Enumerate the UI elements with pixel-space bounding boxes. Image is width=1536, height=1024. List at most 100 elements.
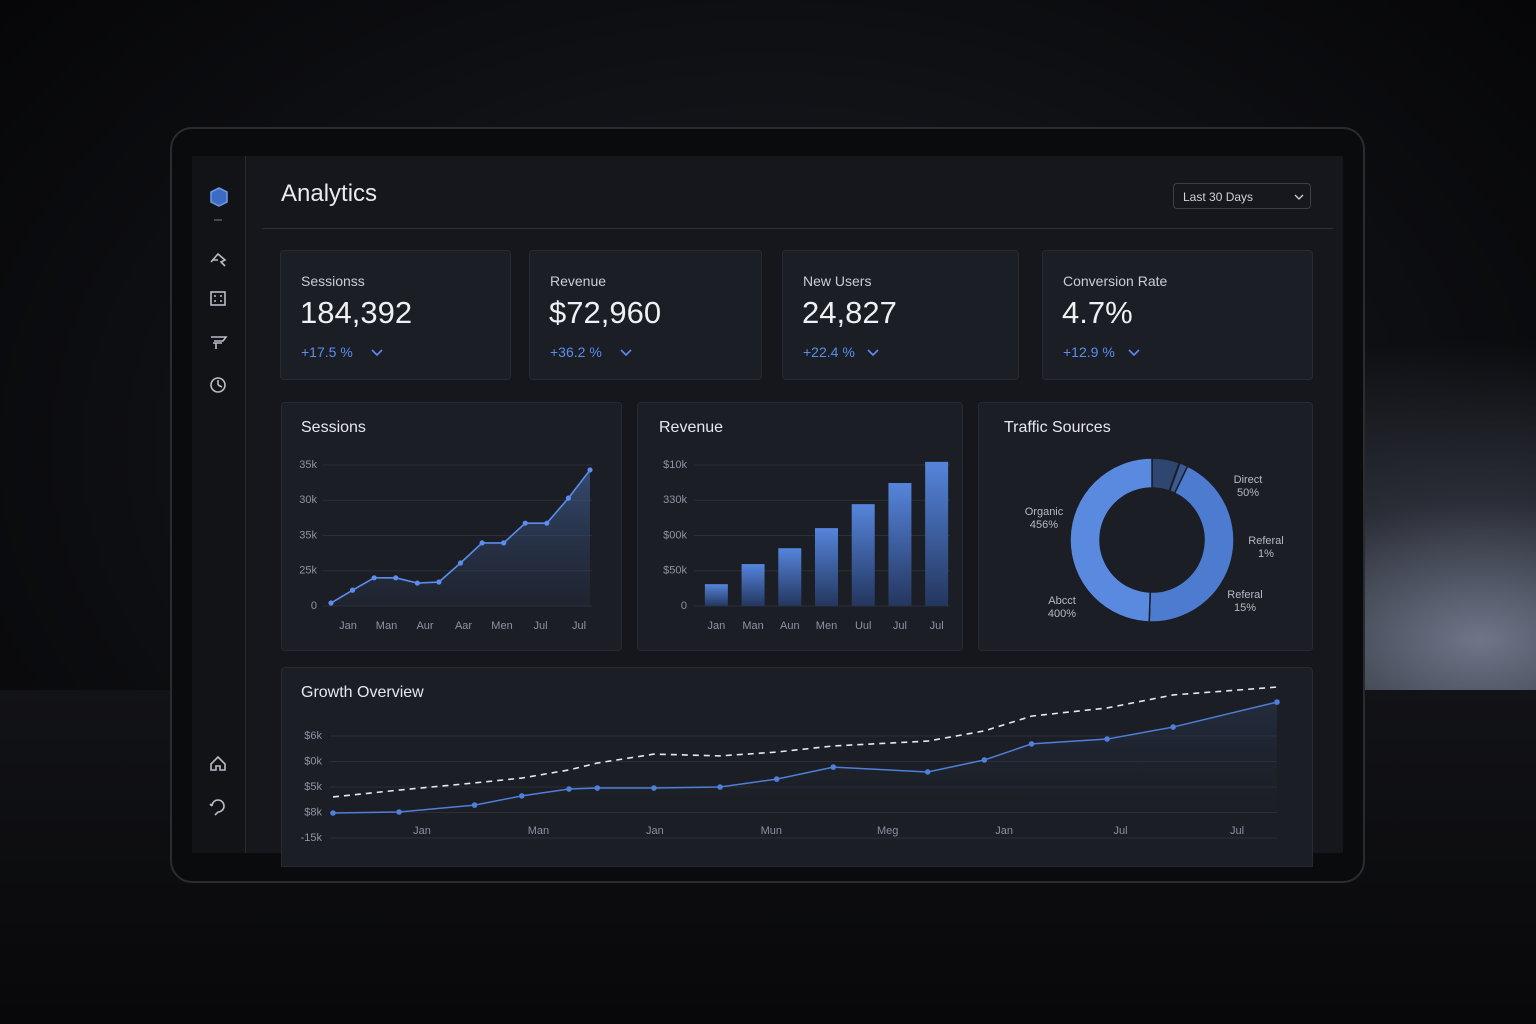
x-tick-label: Jan [339,620,357,632]
kpi-label: Conversion Rate [1063,273,1168,289]
page-title: Analytics [281,180,378,207]
logo[interactable] [210,187,228,207]
point [830,764,837,770]
chart-title: Sessions [301,419,366,436]
point [436,579,442,585]
bar [704,584,728,606]
y-tick-label: $50k [663,565,687,577]
date-range-dropdown[interactable]: Last 30 Days [1173,183,1311,209]
point [773,776,780,782]
point [1170,724,1176,730]
home-icon[interactable] [210,755,226,771]
kpi-card: New Users 24,827 +22.4 % [782,250,1019,380]
x-tick-label: Jul [572,620,586,632]
y-tick-label: $5k [304,781,322,793]
point [371,575,377,581]
point [544,520,550,526]
point [519,793,525,799]
segment-value: 456% [1030,519,1058,531]
chevron [867,349,879,357]
point [565,495,572,501]
chart-title: Traffic Sources [1004,419,1111,436]
point [1274,699,1280,705]
point [651,785,657,791]
bar [778,548,802,606]
x-tick-label: Men [491,620,512,632]
chevron [371,349,383,357]
chevron [1128,349,1140,357]
kpi-change: +17.5 % [301,344,353,360]
segment-label: Referal [1227,589,1262,601]
point [587,467,593,473]
chevron [620,349,632,357]
x-tick-label: Aar [455,620,472,632]
kpi-card: Revenue $72,960 +36.2 % [529,250,762,380]
x-tick-label: Aur [416,620,433,632]
kpi-value: 24,827 [802,295,897,330]
kpi-change: +12.9 % [1063,344,1115,360]
bar [888,482,912,606]
kpi-card: Sessionss 184,392 +17.5 % [280,250,511,380]
kpi-value: $72,960 [549,295,662,330]
kpi-label: New Users [803,273,872,289]
dropdown-label: Last 30 Days [1183,190,1254,204]
line [332,686,1278,798]
point [1028,741,1035,747]
line [332,701,1278,814]
point [396,809,402,815]
y-tick-label: 30k [299,494,317,506]
point [330,810,336,816]
point [479,540,485,546]
bar [741,564,765,606]
point [924,769,931,775]
point [594,785,601,791]
y-tick-label: -15k [301,832,323,844]
y-tick-label: $8k [304,806,322,818]
logout-icon[interactable] [209,799,225,816]
kpi-change: +22.4 % [803,344,855,360]
point [414,580,420,586]
y-tick-label: $6k [304,730,322,742]
x-tick-label: Aun [780,620,800,632]
chevron [1294,194,1304,200]
point [1104,736,1110,742]
sidebar-icons [209,187,228,816]
bar [925,461,949,606]
point [457,560,464,566]
point [717,784,723,790]
x-tick-label: Uul [855,620,872,632]
point [501,540,507,546]
y-tick-label: 35k [299,529,317,541]
y-tick-label: $00k [663,529,687,541]
kpi-change: +36.2 % [550,344,602,360]
point [349,587,356,593]
segment-label: Referal [1248,535,1283,547]
x-tick-label: Jul [893,620,907,632]
y-tick-label: 330k [663,494,687,506]
divider [262,228,1333,229]
nav-icon[interactable] [210,377,226,393]
bar [815,528,838,606]
nav-icon[interactable] [211,336,228,349]
point [471,802,478,808]
segment-value: 1% [1258,548,1274,560]
charts-layer: Sessions 0 25k 35k 30k 35k Jan Man Aur Aar Men Jul J… [299,419,1283,844]
kpi-value: 4.7% [1062,295,1133,330]
donut-segment [1069,457,1153,623]
nav-icon[interactable] [210,252,227,267]
point [981,757,988,763]
x-tick-label: Jan [707,620,725,632]
x-tick-label: Man [742,620,763,632]
y-tick-label: 35k [299,459,317,471]
y-tick-label: 0 [311,600,317,612]
segment-label: Organic [1025,506,1064,518]
kpi-value: 184,392 [300,295,413,330]
point [522,520,528,526]
segment-value: 400% [1048,608,1076,620]
kpi-card: Conversion Rate 4.7% +12.9 % [1042,250,1313,380]
nav-icon[interactable] [210,291,226,306]
area-fill [333,702,1277,838]
x-tick-label: Men [816,620,837,632]
donut-segment [1148,465,1235,623]
